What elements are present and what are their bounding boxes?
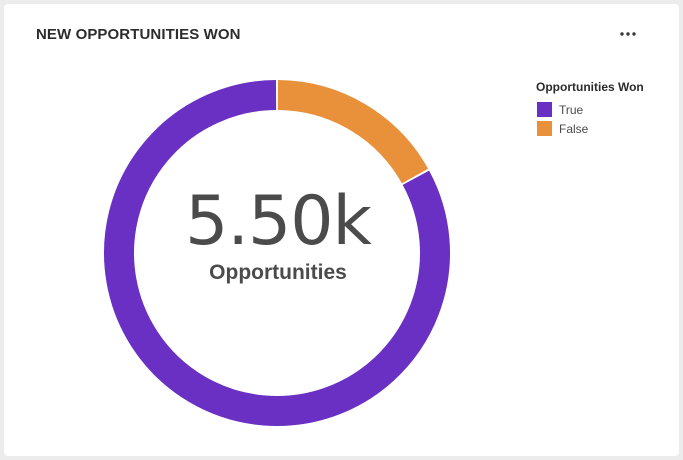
legend-swatch-true [537, 102, 552, 117]
donut-slices [104, 80, 450, 426]
total-value: 5.50k [185, 182, 372, 261]
more-horizontal-icon [620, 32, 636, 36]
donut-chart [104, 80, 450, 426]
legend-label-true: True [559, 102, 584, 117]
card-title: NEW OPPORTUNITIES WON [36, 26, 241, 43]
legend-item-true[interactable]: True [537, 100, 644, 119]
donut-slice-false[interactable] [277, 80, 429, 184]
total-label: Opportunities [209, 261, 347, 284]
chart-legend: Opportunities Won True False [536, 80, 644, 138]
legend-label-false: False [559, 121, 589, 136]
more-options-button[interactable] [614, 24, 642, 44]
legend-swatch-false [537, 121, 552, 136]
legend-title: Opportunities Won [536, 80, 644, 94]
donut-slice-true[interactable] [104, 80, 450, 426]
opportunities-card: NEW OPPORTUNITIES WON 5.50k Opportunitie… [4, 4, 679, 456]
legend-item-false[interactable]: False [537, 119, 644, 138]
